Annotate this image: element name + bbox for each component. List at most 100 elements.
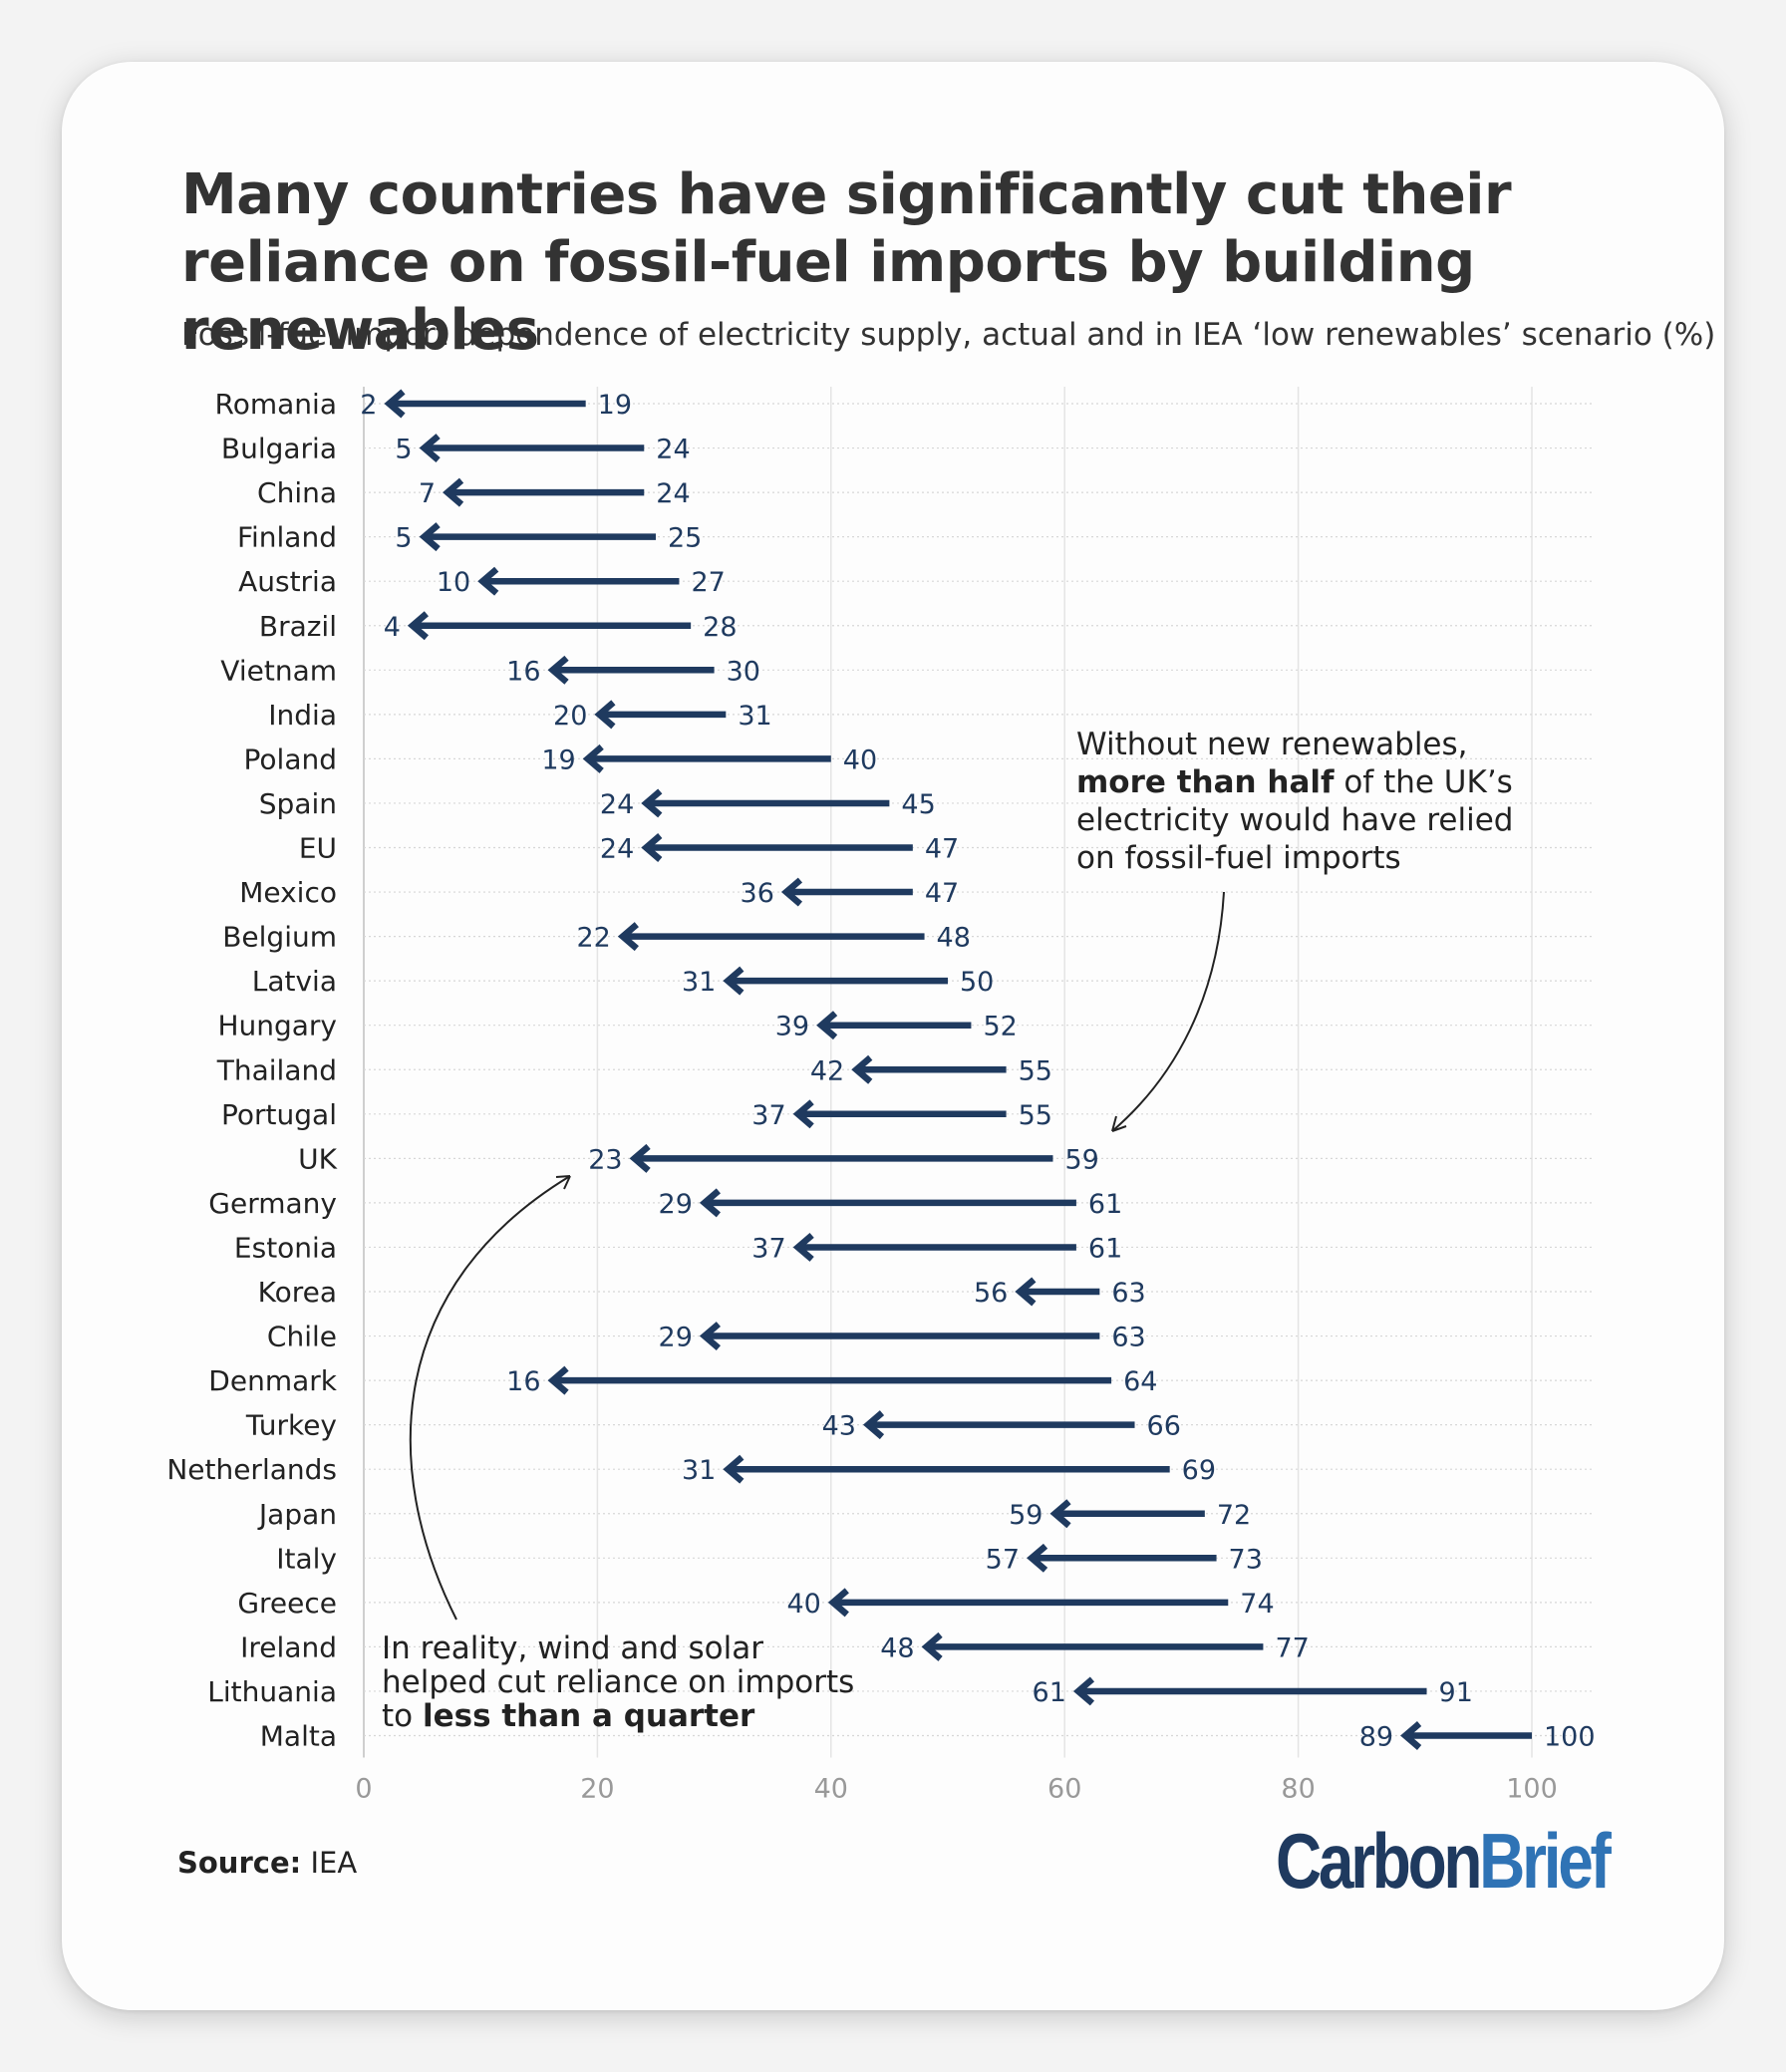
value-label-actual: 10 xyxy=(437,567,470,598)
value-label-actual: 37 xyxy=(751,1233,785,1264)
category-label: Poland xyxy=(244,742,337,775)
arrow-head xyxy=(384,389,406,419)
value-label-actual: 20 xyxy=(553,701,587,732)
value-label-actual: 4 xyxy=(384,612,401,643)
arrow-head xyxy=(1049,1499,1071,1529)
value-label-scenario: 61 xyxy=(1088,1189,1122,1220)
x-tick-label: 0 xyxy=(355,1774,372,1805)
category-label: Romania xyxy=(215,388,337,421)
logo-part-carbon: Carbon xyxy=(1276,1817,1482,1905)
value-label-actual: 61 xyxy=(1033,1677,1066,1708)
value-label-scenario: 55 xyxy=(1019,1055,1052,1086)
value-label-actual: 16 xyxy=(506,656,540,687)
category-label: Korea xyxy=(258,1276,337,1309)
category-label: Ireland xyxy=(240,1630,337,1663)
value-label-actual: 31 xyxy=(682,967,716,998)
annotation-arrowhead-bottom xyxy=(555,1175,571,1190)
annotation-top-bold: more than half xyxy=(1076,764,1335,800)
x-tick-label: 100 xyxy=(1506,1774,1558,1805)
chart-title: Many countries have significantly cut th… xyxy=(181,162,1512,363)
category-label: Vietnam xyxy=(220,654,337,687)
value-label-actual: 40 xyxy=(786,1589,820,1620)
arrow-head xyxy=(477,566,499,596)
arrow-head xyxy=(699,1188,721,1218)
value-label-scenario: 52 xyxy=(983,1012,1017,1042)
category-label: Spain xyxy=(259,787,337,820)
value-label-scenario: 91 xyxy=(1439,1677,1473,1708)
arrow-head xyxy=(443,477,464,507)
value-label-actual: 5 xyxy=(395,523,412,554)
category-label: Belgium xyxy=(222,921,337,954)
value-label-actual: 29 xyxy=(659,1323,693,1353)
value-label-scenario: 47 xyxy=(925,878,959,909)
value-label-actual: 24 xyxy=(600,789,634,820)
value-label-scenario: 66 xyxy=(1147,1411,1181,1442)
value-label-actual: 24 xyxy=(600,834,634,865)
arrow-head xyxy=(641,788,663,818)
annotation-curve-top xyxy=(1111,891,1225,1132)
source-value: IEA xyxy=(310,1846,358,1880)
value-label-scenario: 63 xyxy=(1111,1278,1145,1309)
category-label: China xyxy=(257,476,337,509)
value-label-scenario: 63 xyxy=(1111,1323,1145,1353)
value-label-scenario: 24 xyxy=(656,478,690,509)
arrow-head xyxy=(723,1454,744,1484)
arrow-head xyxy=(407,611,429,641)
value-label-actual: 22 xyxy=(576,923,610,954)
annotation-top-line3: electricity would have relied xyxy=(1076,802,1514,838)
value-label-scenario: 100 xyxy=(1544,1722,1596,1753)
arrow-head xyxy=(827,1588,849,1618)
arrow-head xyxy=(780,877,803,907)
annotation-bottom-line3-pre: to xyxy=(382,1698,423,1734)
value-label-scenario: 25 xyxy=(668,523,702,554)
value-label-scenario: 74 xyxy=(1240,1589,1274,1620)
value-label-scenario: 50 xyxy=(960,967,994,998)
value-label-actual: 56 xyxy=(974,1278,1008,1309)
category-label: Mexico xyxy=(239,876,337,909)
arrow-head xyxy=(792,1099,814,1129)
category-label: Finland xyxy=(237,521,337,554)
arrow-head xyxy=(1027,1543,1048,1573)
annotation-bottom-bold: less than a quarter xyxy=(422,1698,755,1734)
value-label-actual: 23 xyxy=(588,1144,622,1175)
value-label-actual: 59 xyxy=(1009,1500,1042,1531)
arrow-head xyxy=(641,833,663,862)
category-label: Hungary xyxy=(217,1010,337,1042)
category-label: Latvia xyxy=(252,965,337,998)
value-label-scenario: 24 xyxy=(656,435,690,465)
chart-subtitle: Fossil-fuel import dependence of electri… xyxy=(181,317,1716,353)
value-label-scenario: 69 xyxy=(1182,1455,1216,1486)
category-label: Lithuania xyxy=(207,1675,337,1708)
category-label: Italy xyxy=(276,1542,337,1575)
arrow-head xyxy=(629,1143,651,1173)
arrow-head xyxy=(1072,1676,1095,1706)
value-label-scenario: 64 xyxy=(1123,1366,1157,1397)
annotation-top-line2-rest: of the UK’s xyxy=(1334,764,1513,800)
value-label-actual: 2 xyxy=(360,390,377,421)
x-tick-label: 80 xyxy=(1281,1774,1315,1805)
arrow-head xyxy=(617,922,639,952)
value-label-actual: 42 xyxy=(810,1055,844,1086)
source-note: Source: IEA xyxy=(177,1846,357,1880)
arrow-head xyxy=(419,434,441,463)
category-label: Greece xyxy=(237,1587,337,1620)
arrow-head xyxy=(1015,1277,1037,1307)
logo-part-brief: Brief xyxy=(1479,1817,1612,1905)
annotation-bottom-line2: helped cut reliance on imports xyxy=(382,1664,855,1700)
value-label-actual: 48 xyxy=(880,1632,914,1663)
category-label: Japan xyxy=(257,1498,337,1531)
category-label: Malta xyxy=(260,1720,337,1753)
category-label: Bulgaria xyxy=(221,433,337,465)
arrow-head xyxy=(594,700,616,730)
arrow-head xyxy=(792,1232,814,1262)
annotation-bottom: In reality, wind and solar helped cut re… xyxy=(382,1631,854,1733)
value-label-scenario: 55 xyxy=(1019,1100,1052,1131)
arrow-head xyxy=(699,1322,721,1351)
category-label: India xyxy=(268,699,337,732)
value-label-actual: 29 xyxy=(659,1189,693,1220)
annotation-top-line4: on fossil-fuel imports xyxy=(1076,840,1401,876)
value-label-actual: 37 xyxy=(751,1100,785,1131)
arrow-head xyxy=(862,1410,885,1440)
value-label-scenario: 40 xyxy=(843,744,877,775)
category-label: Portugal xyxy=(221,1098,337,1131)
